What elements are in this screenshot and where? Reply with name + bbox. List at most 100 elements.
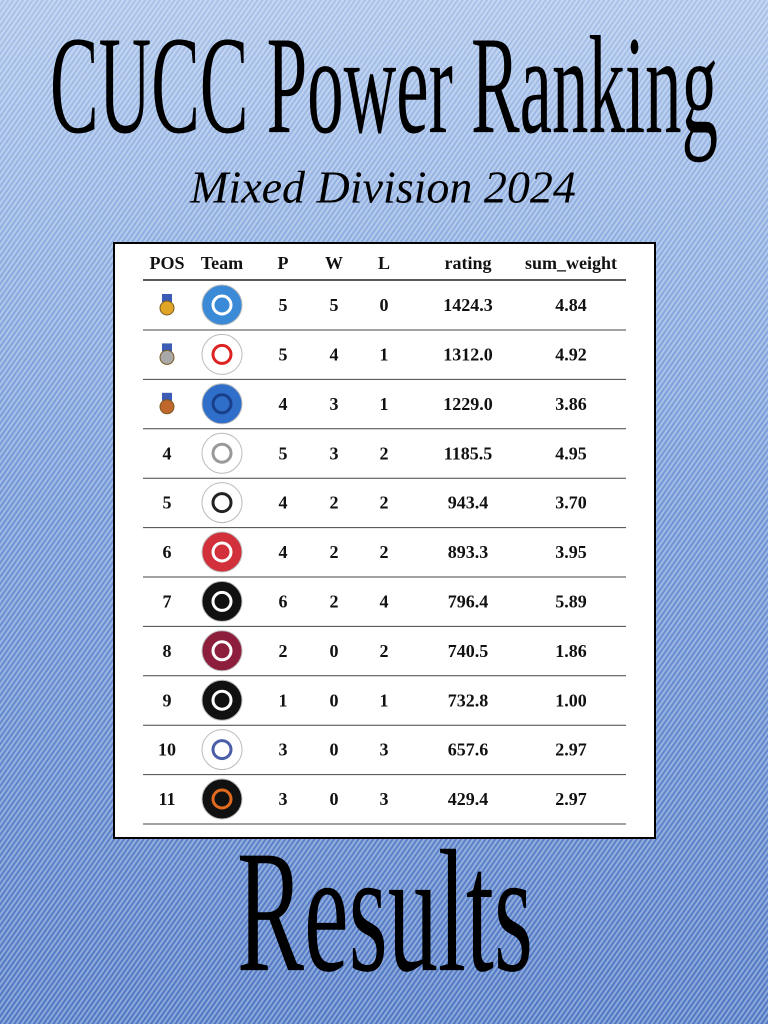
cell-l: 3	[380, 789, 389, 809]
column-header: L	[378, 253, 390, 273]
position: 10	[158, 740, 176, 760]
cell-l: 1	[380, 345, 389, 365]
cell-l: 2	[380, 542, 389, 562]
cell-p: 5	[279, 345, 288, 365]
cell-w: 4	[330, 345, 339, 365]
position: 5	[163, 493, 172, 513]
team-logo-mark	[211, 640, 233, 662]
team-logo	[201, 531, 243, 573]
cell-rating: 893.3	[448, 542, 489, 562]
cell-l: 2	[380, 641, 389, 661]
cell-w: 3	[330, 443, 339, 463]
cell-p: 4	[279, 394, 288, 414]
position: 7	[163, 592, 172, 612]
cell-l: 3	[380, 740, 389, 760]
cell-w: 2	[330, 542, 339, 562]
cell-w: 0	[330, 789, 339, 809]
medal-icon	[159, 294, 175, 316]
team-logo-mark	[211, 739, 233, 761]
medal-disc	[159, 399, 175, 415]
position: 11	[158, 789, 175, 809]
team-logo	[201, 383, 243, 425]
team-logo	[201, 580, 243, 622]
cell-sum-weight: 5.89	[555, 592, 587, 612]
team-logo	[201, 284, 243, 326]
team-logo-mark	[211, 492, 233, 514]
team-logo-mark	[211, 294, 233, 316]
cell-p: 4	[279, 493, 288, 513]
cell-sum-weight: 4.95	[555, 443, 587, 463]
column-header: sum_weight	[525, 253, 617, 273]
cell-p: 6	[279, 592, 288, 612]
cell-rating: 796.4	[448, 592, 489, 612]
cell-w: 0	[330, 641, 339, 661]
cell-w: 3	[330, 394, 339, 414]
cell-rating: 1312.0	[443, 345, 493, 365]
team-logo-mark	[211, 393, 233, 415]
cell-p: 1	[279, 690, 288, 710]
team-logo	[201, 778, 243, 820]
cell-sum-weight: 4.84	[555, 295, 587, 315]
position: 9	[163, 690, 172, 710]
cell-rating: 740.5	[448, 641, 489, 661]
title: CUCC Power Ranking	[50, 8, 718, 163]
team-logo	[201, 679, 243, 721]
cell-w: 0	[330, 740, 339, 760]
cell-rating: 732.8	[448, 690, 489, 710]
column-header: P	[278, 253, 289, 273]
column-header: POS	[149, 253, 184, 273]
position: 4	[163, 443, 172, 463]
cell-l: 0	[380, 295, 389, 315]
medal-ribbon	[162, 392, 172, 401]
cell-p: 5	[279, 443, 288, 463]
cell-rating: 1185.5	[444, 443, 493, 463]
cell-rating: 943.4	[448, 493, 489, 513]
team-logo	[201, 432, 243, 474]
cell-w: 0	[330, 690, 339, 710]
medal-icon	[159, 343, 175, 365]
medal-icon	[159, 392, 175, 415]
team-logo-mark	[211, 590, 233, 612]
medal-ribbon	[162, 343, 172, 352]
cell-sum-weight: 3.70	[555, 493, 587, 513]
cell-sum-weight: 3.86	[555, 394, 587, 414]
cell-w: 2	[330, 493, 339, 513]
team-logo-mark	[211, 442, 233, 464]
cell-rating: 1424.3	[443, 295, 493, 315]
team-logo-mark	[211, 689, 233, 711]
column-header: W	[325, 253, 343, 273]
cell-sum-weight: 1.86	[555, 641, 587, 661]
team-logo-mark	[211, 343, 233, 365]
cell-sum-weight: 4.92	[555, 345, 587, 365]
cell-rating: 1229.0	[443, 394, 493, 414]
cell-w: 2	[330, 592, 339, 612]
cell-l: 4	[380, 592, 389, 612]
cell-l: 2	[380, 493, 389, 513]
team-logo-mark	[211, 541, 233, 563]
medal-ribbon	[162, 294, 172, 302]
footer-title: Results	[237, 814, 533, 1008]
column-header: rating	[445, 253, 492, 273]
cell-p: 3	[279, 789, 288, 809]
cell-sum-weight: 2.97	[555, 789, 587, 809]
column-header: Team	[201, 253, 243, 273]
team-logo	[201, 729, 243, 771]
cell-rating: 429.4	[448, 789, 489, 809]
cell-w: 5	[330, 295, 339, 315]
medal-disc	[159, 300, 175, 316]
cell-sum-weight: 3.95	[555, 542, 587, 562]
table-panel	[113, 242, 656, 839]
cell-p: 2	[279, 641, 288, 661]
team-logo	[201, 333, 243, 375]
cell-p: 3	[279, 740, 288, 760]
cell-p: 4	[279, 542, 288, 562]
cell-sum-weight: 1.00	[555, 690, 587, 710]
cell-l: 2	[380, 443, 389, 463]
team-logo	[201, 482, 243, 524]
cell-l: 1	[380, 394, 389, 414]
cell-p: 5	[279, 295, 288, 315]
cell-rating: 657.6	[448, 740, 489, 760]
position: 6	[163, 542, 172, 562]
